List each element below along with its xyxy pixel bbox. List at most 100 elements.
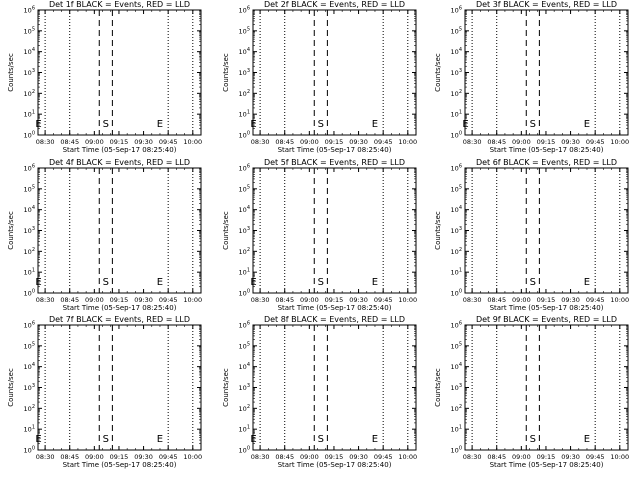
panel-det-4: Det 4f BLACK = Events, RED = LLD 100 101 10… [7, 158, 202, 312]
y-tick-label: 102 [239, 404, 250, 413]
x-tick-label: 09:30 [561, 138, 580, 146]
x-axis-label: Start Time (05-Sep-17 08:25:40) [63, 304, 177, 312]
y-tick-label: 102 [24, 404, 35, 413]
x-tick-label: 09:45 [159, 138, 178, 146]
x-tick-label: 09:00 [512, 296, 531, 304]
event-marker-e: E [157, 277, 163, 288]
y-tick-label: 104 [239, 47, 250, 56]
y-tick-label: 102 [239, 89, 250, 98]
x-tick-label: 09:30 [561, 296, 580, 304]
event-marker-s: S [318, 119, 324, 130]
x-tick-label: 10:00 [183, 296, 202, 304]
panel-det-9: Det 9f BLACK = Events, RED = LLD 100 101 10… [434, 315, 629, 469]
panel-det-1: Det 1f BLACK = Events, RED = LLD 100 101 10… [7, 0, 202, 154]
x-tick-label: 09:00 [300, 453, 319, 461]
event-marker-e: E [157, 119, 163, 130]
x-tick-label: 10:00 [183, 138, 202, 146]
y-tick-label: 104 [451, 205, 462, 214]
y-tick-label: 104 [239, 205, 250, 214]
plot-frame [37, 324, 202, 451]
x-tick-label: 09:15 [110, 453, 129, 461]
y-tick-label: 101 [239, 110, 250, 119]
y-axis-label: Counts/sec [7, 368, 15, 407]
y-tick-label: 104 [24, 362, 35, 371]
y-tick-label: 102 [451, 89, 462, 98]
plot-frame [37, 9, 202, 136]
x-tick-label: 09:15 [537, 138, 556, 146]
event-marker-e: E [35, 434, 41, 445]
x-tick-label: 09:45 [374, 296, 393, 304]
x-tick-label: 08:45 [487, 296, 506, 304]
y-tick-label: 106 [451, 164, 462, 173]
y-tick-label: 103 [239, 68, 250, 77]
y-tick-label: 103 [451, 383, 462, 392]
x-tick-label: 10:00 [398, 453, 417, 461]
panel-title: Det 2f BLACK = Events, RED = LLD [264, 0, 405, 9]
y-tick-label: 102 [24, 247, 35, 256]
plot-frame [464, 167, 629, 294]
x-tick-label: 09:30 [349, 138, 368, 146]
x-axis-label: Start Time (05-Sep-17 08:25:40) [490, 461, 604, 469]
x-tick-label: 09:15 [110, 138, 129, 146]
x-tick-label: 09:15 [325, 296, 344, 304]
y-tick-label: 104 [451, 362, 462, 371]
y-axis-label: Counts/sec [434, 211, 442, 250]
y-tick-label: 106 [451, 321, 462, 330]
y-tick-label: 105 [24, 26, 35, 35]
y-axis-label: Counts/sec [222, 368, 230, 407]
y-tick-label: 105 [451, 26, 462, 35]
y-tick-label: 106 [451, 6, 462, 15]
x-tick-label: 10:00 [398, 296, 417, 304]
plot-frame [252, 9, 417, 136]
y-tick-label: 104 [451, 47, 462, 56]
x-tick-label: 08:30 [463, 296, 482, 304]
y-tick-label: 103 [451, 68, 462, 77]
x-axis-label: Start Time (05-Sep-17 08:25:40) [278, 146, 392, 154]
event-marker-s: S [530, 434, 536, 445]
y-tick-label: 103 [239, 383, 250, 392]
event-marker-s: S [103, 119, 109, 130]
x-tick-label: 09:45 [374, 138, 393, 146]
event-marker-s: S [318, 277, 324, 288]
event-marker-e: E [250, 119, 256, 130]
panel-det-7: Det 7f BLACK = Events, RED = LLD 100 101 10… [7, 315, 202, 469]
panel-det-2: Det 2f BLACK = Events, RED = LLD 100 101 10… [222, 0, 417, 154]
y-tick-label: 105 [239, 341, 250, 350]
y-tick-label: 104 [24, 47, 35, 56]
x-tick-label: 08:45 [60, 453, 79, 461]
y-tick-label: 100 [451, 289, 462, 298]
y-tick-label: 102 [451, 404, 462, 413]
y-tick-label: 100 [239, 131, 250, 140]
y-tick-label: 106 [24, 164, 35, 173]
y-tick-label: 100 [24, 289, 35, 298]
y-tick-label: 106 [24, 6, 35, 15]
x-tick-label: 08:30 [36, 453, 55, 461]
x-tick-label: 08:45 [60, 296, 79, 304]
plot-frame [252, 167, 417, 294]
event-marker-e: E [584, 119, 590, 130]
x-tick-label: 09:30 [349, 453, 368, 461]
panel-det-6: Det 6f BLACK = Events, RED = LLD 100 101 10… [434, 158, 629, 312]
y-tick-label: 105 [24, 341, 35, 350]
y-tick-label: 103 [239, 226, 250, 235]
panel-title: Det 9f BLACK = Events, RED = LLD [476, 315, 617, 324]
y-tick-label: 106 [24, 321, 35, 330]
x-tick-label: 08:30 [463, 453, 482, 461]
x-axis-label: Start Time (05-Sep-17 08:25:40) [63, 146, 177, 154]
x-tick-label: 09:15 [325, 138, 344, 146]
x-axis-label: Start Time (05-Sep-17 08:25:40) [490, 304, 604, 312]
x-axis-label: Start Time (05-Sep-17 08:25:40) [278, 461, 392, 469]
panel-title: Det 3f BLACK = Events, RED = LLD [476, 0, 617, 9]
x-tick-label: 09:30 [349, 296, 368, 304]
y-tick-label: 100 [239, 289, 250, 298]
panel-title: Det 5f BLACK = Events, RED = LLD [264, 158, 405, 167]
event-marker-e: E [250, 434, 256, 445]
x-tick-label: 08:45 [275, 296, 294, 304]
y-tick-label: 101 [24, 110, 35, 119]
x-tick-label: 09:00 [300, 138, 319, 146]
y-tick-label: 102 [24, 89, 35, 98]
y-tick-label: 103 [451, 226, 462, 235]
event-marker-e: E [584, 277, 590, 288]
event-marker-e: E [462, 119, 468, 130]
